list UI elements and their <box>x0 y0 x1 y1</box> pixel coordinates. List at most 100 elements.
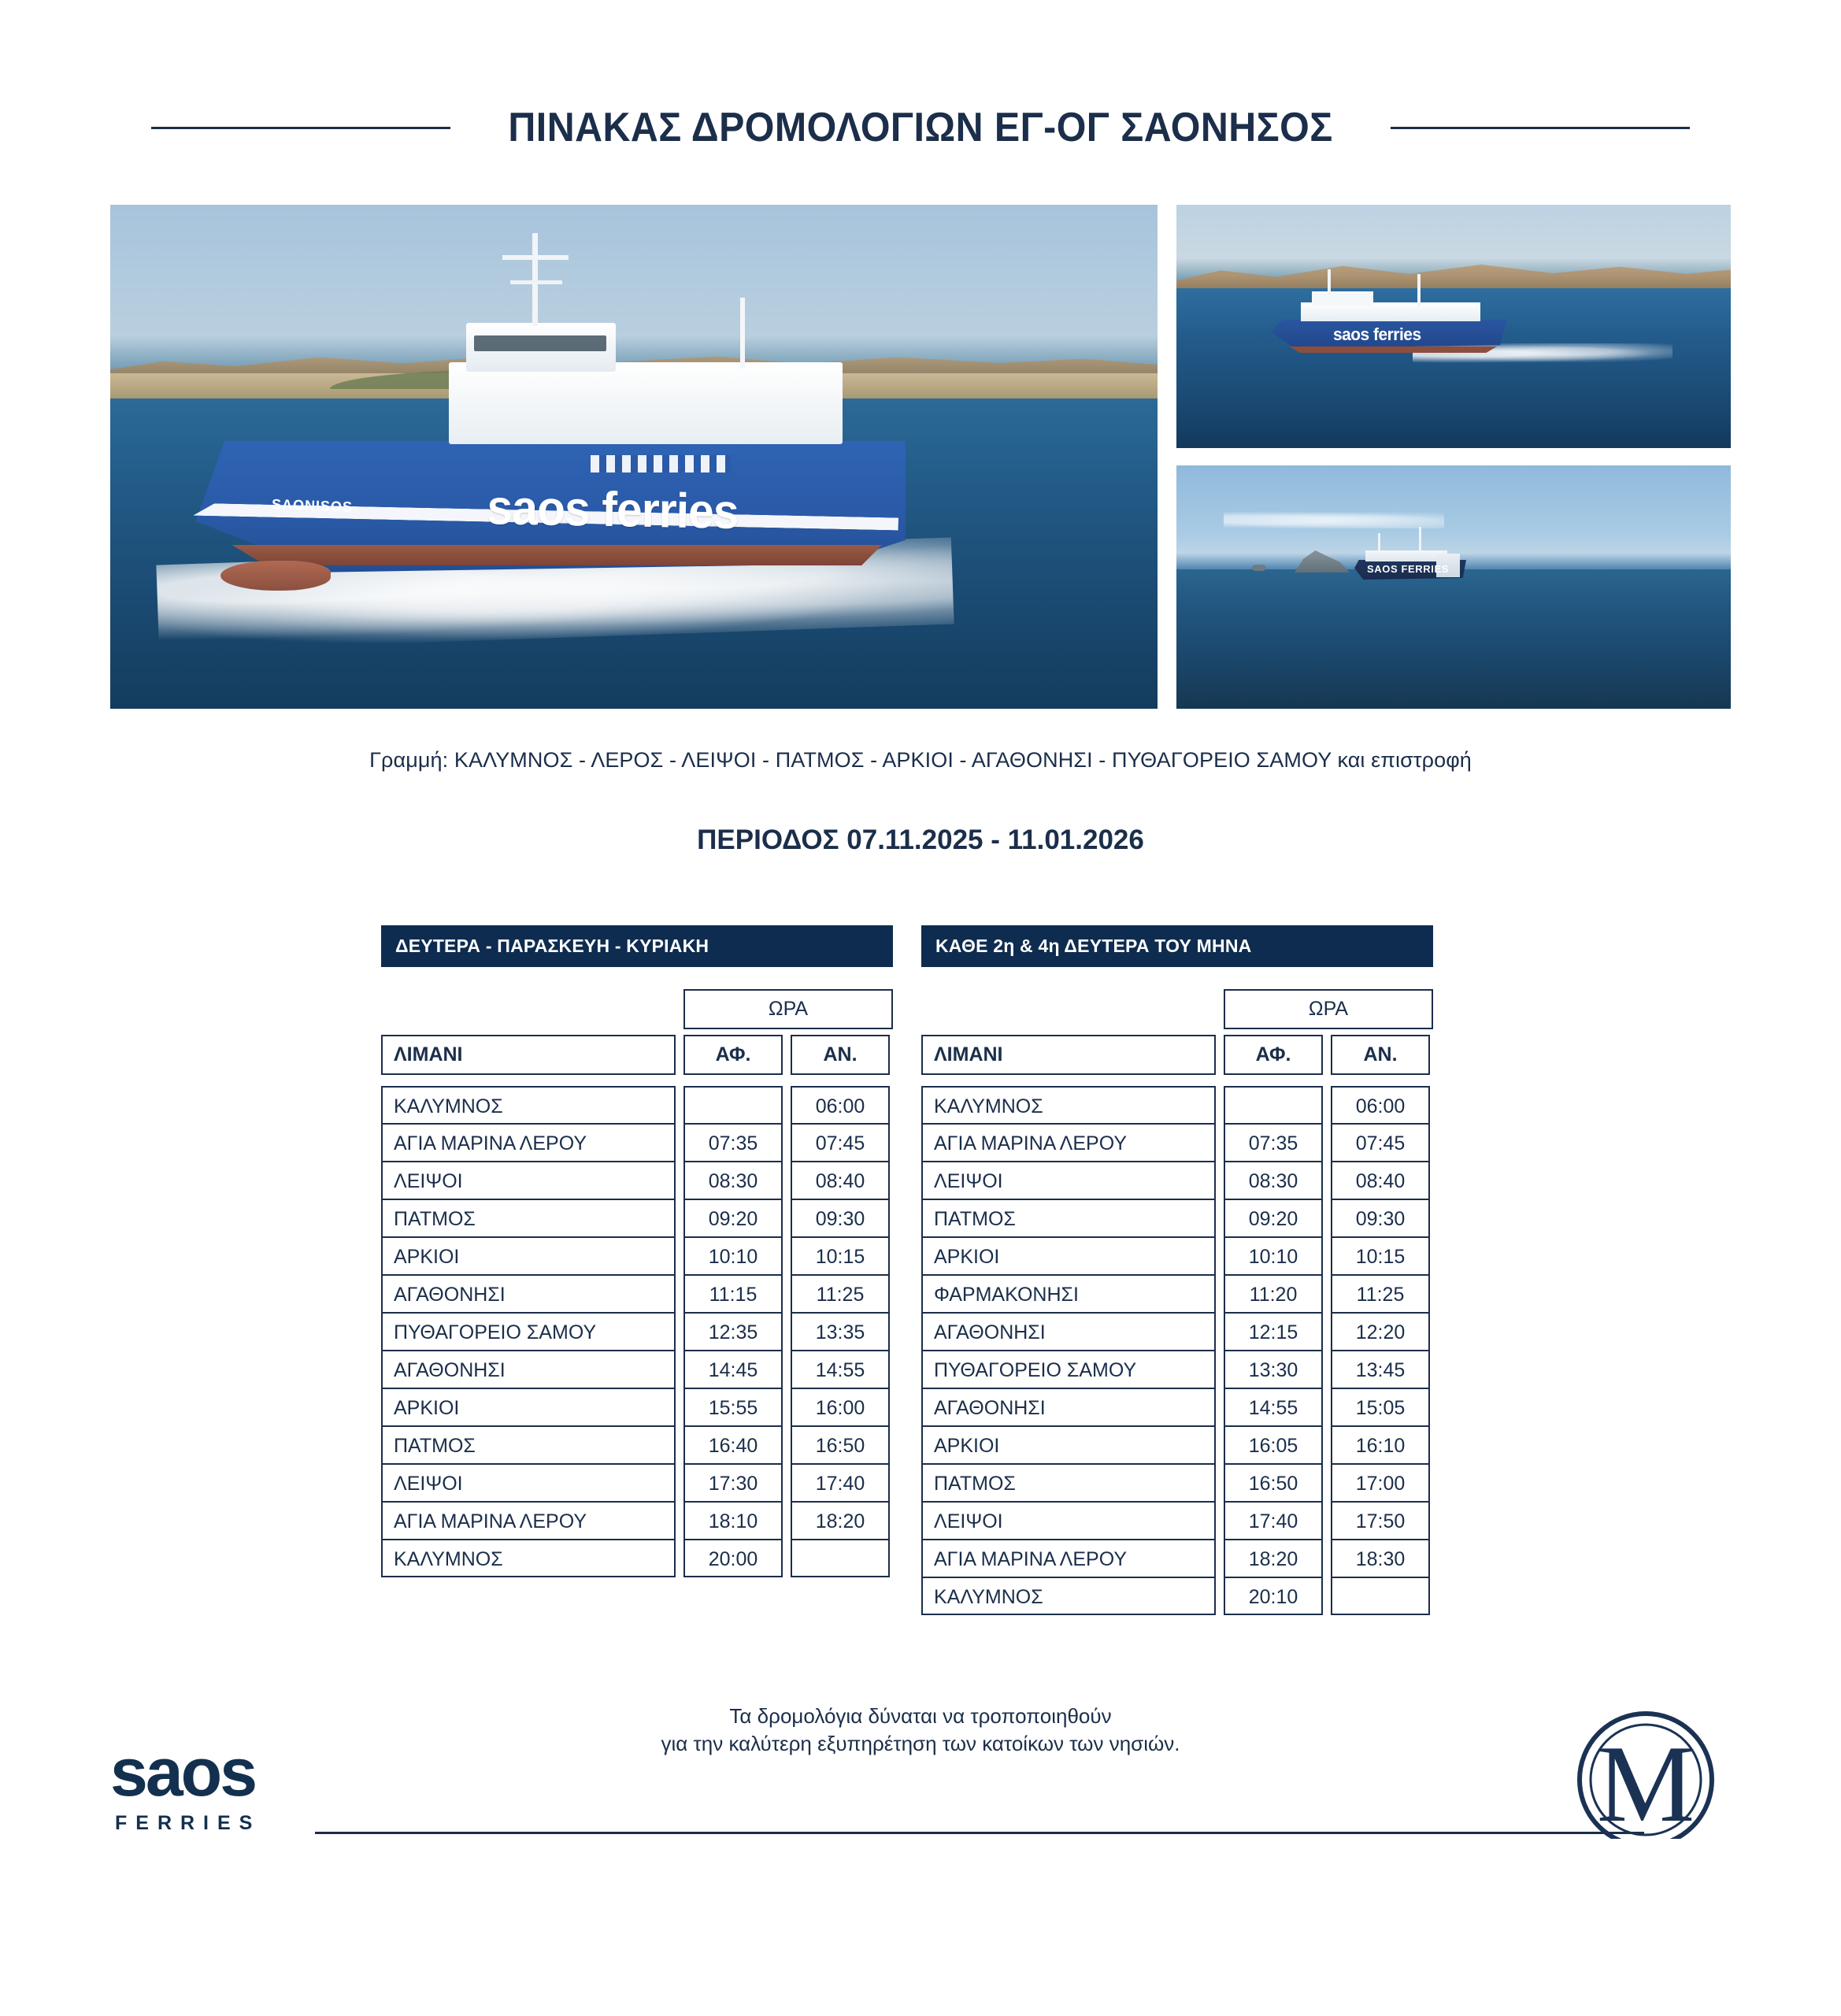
ship-bridge <box>1312 291 1373 306</box>
aftmast <box>1417 274 1421 306</box>
table-row: ΛΕΙΨΟΙ <box>381 1464 676 1502</box>
table-row: ΑΡΚΙΟΙ <box>921 1237 1216 1275</box>
arrival-cell: 18:10 <box>683 1502 783 1540</box>
table-row: ΑΓΙΑ ΜΑΡΙΝΑ ΛΕΡΟΥ <box>381 1124 676 1162</box>
port-column: ΚΑΛΥΜΝΟΣ ΑΓΙΑ ΜΑΡΙΝΑ ΛΕΡΟΥ ΛΕΙΨΟΙ ΠΑΤΜΟΣ… <box>381 1086 676 1577</box>
departure-cell: 18:20 <box>791 1502 890 1540</box>
column-header-arrival: ΑΦ. <box>683 1035 783 1075</box>
table-row: ΑΓΑΘΟΝΗΣΙ <box>921 1313 1216 1351</box>
table-row: ΠΑΤΜΟΣ <box>381 1426 676 1464</box>
arrival-cell: 16:05 <box>1224 1426 1323 1464</box>
ferry-photo-underway: saos ferries <box>1176 205 1731 448</box>
departure-cell: 17:00 <box>1331 1464 1430 1502</box>
ferry-photo-open-sea: SAOS FERRIES <box>1176 465 1731 709</box>
table-row: ΠΥΘΑΓΟΡΕΙΟ ΣΑΜΟΥ <box>921 1351 1216 1388</box>
arrival-cell <box>683 1086 783 1124</box>
table-row: ΑΡΚΙΟΙ <box>381 1237 676 1275</box>
table-row: ΛΕΙΨΟΙ <box>921 1502 1216 1540</box>
departure-cell: 07:45 <box>1331 1124 1430 1162</box>
departure-cell: 16:10 <box>1331 1426 1430 1464</box>
ship-deckhouse <box>1365 550 1447 561</box>
main-ferry-photo: SAONISOS saos ferries <box>110 205 1158 709</box>
rocky-islet <box>1295 550 1350 573</box>
photo-gallery: SAONISOS saos ferries saos ferries S <box>110 205 1731 709</box>
table-row: ΚΑΛΥΜΝΟΣ <box>381 1540 676 1577</box>
departure-cell: 16:50 <box>791 1426 890 1464</box>
period-label: ΠΕΡΙΟΔΟΣ 07.11.2025 - 11.01.2026 <box>697 825 1144 855</box>
departure-cell: 13:45 <box>1331 1351 1430 1388</box>
hull-red-boot-stripe <box>1289 346 1497 353</box>
page-title: ΠΙΝΑΚΑΣ ΔΡΟΜΟΛΟΓΙΩΝ ΕΓ-ΟΓ ΣΑΟΝΗΣΟΣ <box>508 105 1333 150</box>
arrival-cell: 10:10 <box>1224 1237 1323 1275</box>
port-column: ΚΑΛΥΜΝΟΣ ΑΓΙΑ ΜΑΡΙΝΑ ΛΕΡΟΥ ΛΕΙΨΟΙ ΠΑΤΜΟΣ… <box>921 1086 1216 1615</box>
arrival-cell: 09:20 <box>1224 1199 1323 1237</box>
table-row: ΚΑΛΥΜΝΟΣ <box>921 1577 1216 1615</box>
bridge-windows <box>474 335 606 351</box>
arrival-cell: 14:55 <box>1224 1388 1323 1426</box>
ship-deckhouse <box>449 362 843 444</box>
timetable-title: ΔΕΥΤΕΡΑ - ΠΑΡΑΣΚΕΥΗ - ΚΥΡΙΑΚΗ <box>381 925 893 967</box>
arrival-cell: 20:00 <box>683 1540 783 1577</box>
arrival-cell: 11:20 <box>1224 1275 1323 1313</box>
departure-column: 06:00 07:45 08:40 09:30 10:15 11:25 12:2… <box>1331 1086 1430 1615</box>
departure-cell: 14:55 <box>791 1351 890 1388</box>
table-row: ΠΑΤΜΟΣ <box>921 1199 1216 1237</box>
table-row: ΛΕΙΨΟΙ <box>921 1162 1216 1199</box>
departure-cell: 12:20 <box>1331 1313 1430 1351</box>
route-description: Γραμμή: ΚΑΛΥΜΝΟΣ - ΛΕΡΟΣ - ΛΕΙΨΟΙ - ΠΑΤΜ… <box>369 748 1472 772</box>
timetable-column-headers: ΛΙΜΑΝΙ ΑΦ. ΑΝ. <box>381 1035 893 1075</box>
aftmast <box>740 298 745 369</box>
table-row: ΦΑΡΜΑΚΟΝΗΣΙ <box>921 1275 1216 1313</box>
arrival-cell: 17:40 <box>1224 1502 1323 1540</box>
column-header-port: ΛΙΜΑΝΙ <box>921 1035 1216 1075</box>
header-rule-right <box>1391 126 1691 129</box>
table-row: ΠΑΤΜΟΣ <box>381 1199 676 1237</box>
side-photo-column: saos ferries SAOS FERRIES <box>1176 205 1731 709</box>
departure-cell: 17:50 <box>1331 1502 1430 1540</box>
distant-islet <box>1252 565 1266 571</box>
timetable-body: ΚΑΛΥΜΝΟΣ ΑΓΙΑ ΜΑΡΙΝΑ ΛΕΡΟΥ ΛΕΙΨΟΙ ΠΑΤΜΟΣ… <box>921 1086 1433 1615</box>
departure-cell: 11:25 <box>1331 1275 1430 1313</box>
arrival-cell: 10:10 <box>683 1237 783 1275</box>
group-header-ora: ΩΡΑ <box>683 989 893 1029</box>
ship-deckhouse <box>1301 302 1480 321</box>
aftmast <box>1419 527 1421 554</box>
departure-cell: 07:45 <box>791 1124 890 1162</box>
timetable-biweekly-monday: ΚΑΘΕ 2η & 4η ΔΕΥΤΕΡΑ ΤΟΥ ΜΗΝΑ ΩΡΑ ΛΙΜΑΝΙ… <box>921 925 1433 1615</box>
clouds <box>1224 511 1444 528</box>
arrival-cell: 16:50 <box>1224 1464 1323 1502</box>
departure-cell: 10:15 <box>1331 1237 1430 1275</box>
table-row: ΑΡΚΙΟΙ <box>921 1426 1216 1464</box>
arrival-cell: 18:20 <box>1224 1540 1323 1577</box>
arrival-cell: 14:45 <box>683 1351 783 1388</box>
monogram-letter: M <box>1597 1723 1695 1839</box>
departure-cell: 08:40 <box>791 1162 890 1199</box>
foremast <box>1328 269 1331 295</box>
departure-cell: 10:15 <box>791 1237 890 1275</box>
timetable-group-header-row: ΩΡΑ <box>921 989 1433 1029</box>
header-spacer <box>381 989 683 1029</box>
timetable-column-headers: ΛΙΜΑΝΙ ΑΦ. ΑΝ. <box>921 1035 1433 1075</box>
departure-cell: 13:35 <box>791 1313 890 1351</box>
arrival-cell: 11:15 <box>683 1275 783 1313</box>
monogram-icon: M <box>1577 1711 1714 1839</box>
background-hills <box>1176 264 1731 291</box>
timetable-body: ΚΑΛΥΜΝΟΣ ΑΓΙΑ ΜΑΡΙΝΑ ΛΕΡΟΥ ΛΕΙΨΟΙ ΠΑΤΜΟΣ… <box>381 1086 893 1577</box>
arrival-cell: 07:35 <box>1224 1124 1323 1162</box>
disclaimer-line-2: για την καλύτερη εξυπηρέτηση των κατοίκω… <box>661 1732 1180 1756</box>
arrival-cell: 07:35 <box>683 1124 783 1162</box>
arrival-cell: 09:20 <box>683 1199 783 1237</box>
departure-cell: 15:05 <box>1331 1388 1430 1426</box>
sea-surface <box>1176 569 1731 709</box>
departure-cell: 06:00 <box>1331 1086 1430 1124</box>
ship-hull-branding: saos ferries <box>486 480 739 539</box>
timetable-group-header-row: ΩΡΑ <box>381 989 893 1029</box>
header-rule-left <box>150 126 450 129</box>
table-row: ΚΑΛΥΜΝΟΣ <box>381 1086 676 1124</box>
table-row: ΑΓΑΘΟΝΗΣΙ <box>381 1275 676 1313</box>
foremast <box>532 233 538 326</box>
arrival-cell: 16:40 <box>683 1426 783 1464</box>
arrival-cell: 08:30 <box>683 1162 783 1199</box>
column-header-port: ΛΙΜΑΝΙ <box>381 1035 676 1075</box>
table-row: ΑΡΚΙΟΙ <box>381 1388 676 1426</box>
